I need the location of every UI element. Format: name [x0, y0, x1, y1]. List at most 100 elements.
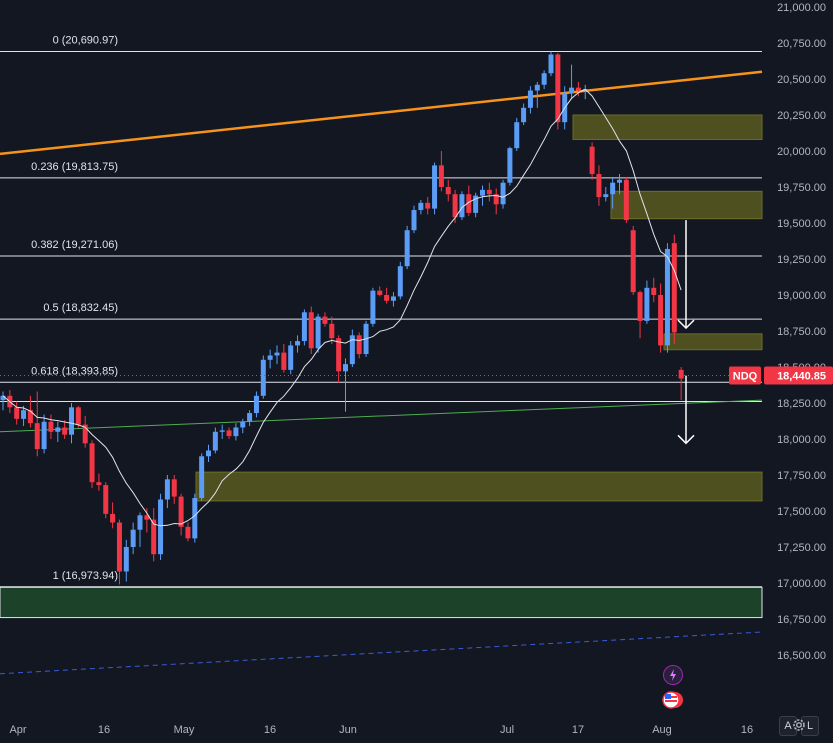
- candle[interactable]: [555, 54, 561, 123]
- candle[interactable]: [14, 407, 20, 419]
- candle[interactable]: [603, 194, 609, 198]
- candle[interactable]: [21, 410, 27, 419]
- candle[interactable]: [62, 427, 68, 435]
- candle[interactable]: [82, 424, 88, 444]
- candle[interactable]: [343, 364, 348, 372]
- candle[interactable]: [644, 287, 650, 321]
- candle[interactable]: [651, 287, 657, 295]
- candle[interactable]: [678, 369, 684, 379]
- candle[interactable]: [473, 195, 479, 213]
- candle[interactable]: [658, 295, 664, 346]
- candle[interactable]: [130, 529, 136, 547]
- candle[interactable]: [349, 335, 355, 365]
- candle[interactable]: [432, 165, 438, 209]
- candle[interactable]: [206, 450, 211, 457]
- candle[interactable]: [240, 421, 246, 428]
- candle[interactable]: [507, 148, 513, 183]
- candle[interactable]: [459, 194, 465, 218]
- candle[interactable]: [384, 295, 390, 301]
- candle[interactable]: [0, 395, 6, 401]
- candle[interactable]: [295, 341, 301, 346]
- trendline-1[interactable]: [0, 399, 763, 433]
- candle[interactable]: [411, 210, 417, 231]
- candle[interactable]: [247, 413, 253, 422]
- candle[interactable]: [610, 182, 616, 195]
- candle[interactable]: [623, 179, 629, 221]
- candle[interactable]: [418, 202, 424, 211]
- candle[interactable]: [103, 485, 109, 514]
- candle[interactable]: [541, 73, 547, 85]
- candle[interactable]: [630, 230, 636, 293]
- candle[interactable]: [397, 266, 403, 297]
- candle[interactable]: [75, 407, 81, 425]
- candle[interactable]: [664, 248, 670, 346]
- candle[interactable]: [199, 456, 205, 499]
- candle[interactable]: [55, 427, 61, 432]
- candle[interactable]: [671, 243, 677, 333]
- candle[interactable]: [329, 323, 335, 339]
- candle[interactable]: [315, 316, 321, 349]
- candle[interactable]: [521, 107, 527, 123]
- candle[interactable]: [336, 338, 342, 372]
- candle[interactable]: [233, 427, 239, 437]
- candle[interactable]: [500, 182, 506, 205]
- candle[interactable]: [27, 410, 33, 424]
- candle[interactable]: [253, 395, 259, 414]
- candle[interactable]: [34, 423, 40, 450]
- candle[interactable]: [69, 407, 74, 435]
- candle[interactable]: [438, 165, 444, 187]
- candle[interactable]: [596, 174, 602, 198]
- candle[interactable]: [452, 194, 458, 218]
- candle[interactable]: [96, 482, 102, 486]
- candle[interactable]: [589, 146, 595, 175]
- settings-gear-icon[interactable]: [791, 717, 807, 733]
- candle[interactable]: [212, 431, 218, 451]
- candle[interactable]: [445, 187, 451, 195]
- candle[interactable]: [164, 479, 170, 500]
- candle[interactable]: [480, 189, 485, 196]
- candle[interactable]: [356, 335, 362, 355]
- candle[interactable]: [390, 296, 396, 301]
- candle[interactable]: [123, 547, 129, 572]
- candle[interactable]: [219, 430, 225, 432]
- candle[interactable]: [48, 421, 54, 432]
- candle[interactable]: [192, 498, 198, 539]
- candle[interactable]: [493, 194, 499, 205]
- lightning-event-icon[interactable]: [663, 665, 683, 685]
- candle[interactable]: [89, 443, 95, 483]
- candle[interactable]: [260, 359, 266, 396]
- candle[interactable]: [288, 345, 294, 370]
- candle[interactable]: [486, 189, 492, 195]
- candle[interactable]: [151, 519, 157, 555]
- candle[interactable]: [137, 515, 143, 530]
- candle[interactable]: [274, 352, 280, 356]
- candle[interactable]: [370, 290, 376, 324]
- candle[interactable]: [185, 526, 191, 539]
- candle[interactable]: [404, 230, 410, 267]
- candle[interactable]: [110, 513, 116, 523]
- candle[interactable]: [548, 54, 554, 74]
- candle[interactable]: [575, 87, 581, 91]
- candle[interactable]: [569, 87, 575, 94]
- trendline-0[interactable]: [0, 70, 763, 156]
- candle[interactable]: [308, 312, 314, 349]
- candle[interactable]: [144, 515, 150, 520]
- candle[interactable]: [41, 421, 47, 450]
- candle[interactable]: [226, 430, 232, 437]
- candle[interactable]: [514, 122, 520, 149]
- us-flag-event-icon[interactable]: [661, 689, 683, 711]
- candle[interactable]: [527, 90, 533, 108]
- candle[interactable]: [178, 496, 184, 527]
- trendline-2[interactable]: [0, 631, 763, 675]
- candle[interactable]: [158, 499, 164, 555]
- candle[interactable]: [617, 179, 622, 183]
- candle[interactable]: [466, 194, 472, 213]
- candle[interactable]: [267, 355, 273, 360]
- candle[interactable]: [171, 479, 177, 497]
- candle[interactable]: [301, 312, 307, 342]
- candle[interactable]: [281, 352, 287, 370]
- candle[interactable]: [322, 316, 328, 324]
- candle[interactable]: [425, 202, 431, 209]
- candle[interactable]: [377, 290, 383, 295]
